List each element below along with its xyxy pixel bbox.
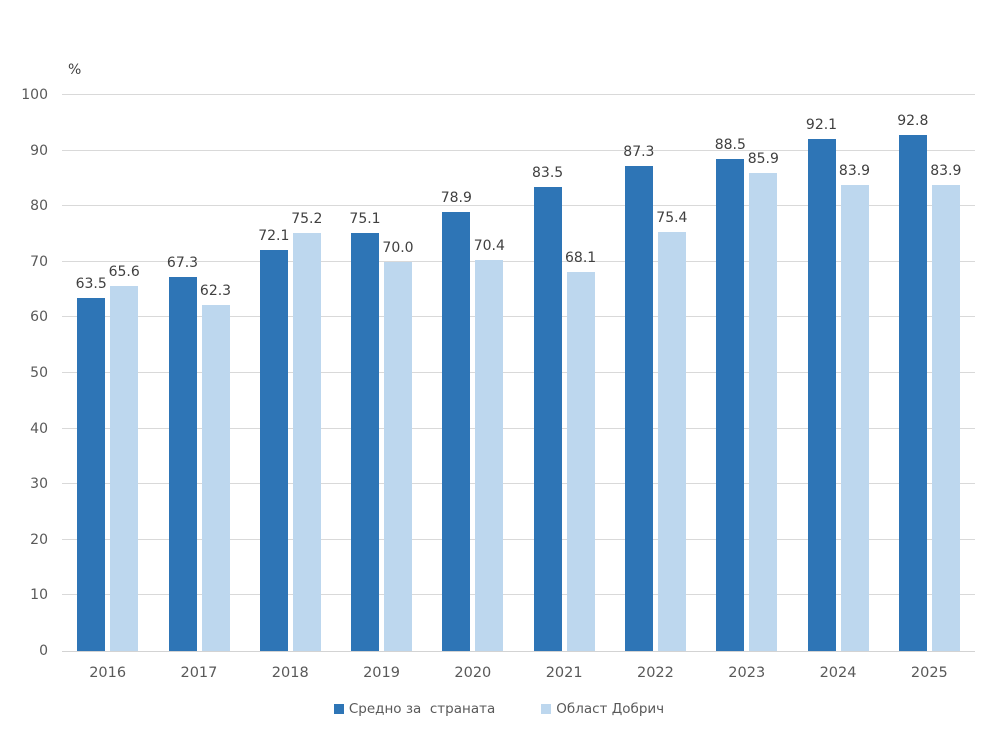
y-axis-tick-label: 60	[30, 309, 48, 326]
y-axis-tick-label: 100	[21, 87, 48, 103]
y-axis-tick-label: 80	[30, 198, 48, 215]
data-label-2022-series-1: 75.4	[656, 209, 688, 226]
data-label-2016-series-1: 65.6	[108, 264, 140, 281]
x-axis-tick-label: 2017	[180, 665, 218, 681]
bar-2023-series-0	[716, 158, 745, 651]
bar-2020-series-1	[475, 259, 504, 651]
y-axis-tick-label: 90	[30, 142, 48, 159]
bar-2023-series-1	[749, 173, 778, 651]
bar-2016-series-0	[77, 297, 106, 651]
gridline	[62, 94, 975, 95]
gridline	[62, 427, 975, 429]
data-label-2024-series-1: 83.9	[838, 162, 871, 179]
legend-swatch-light-blue	[541, 704, 552, 714]
gridline	[62, 372, 975, 373]
x-axis-tick-label: 2021	[545, 665, 583, 681]
bar-2019-series-1	[384, 261, 412, 651]
x-axis-tick-label: 2023	[728, 665, 766, 681]
gridline	[62, 538, 975, 540]
bar-2019-series-0	[351, 233, 379, 651]
data-label-2022-series-0: 87.3	[623, 143, 655, 160]
x-axis-tick-label: 2020	[454, 665, 492, 681]
y-axis-unit-label: %	[68, 62, 82, 78]
x-axis-tick-label: 2019	[363, 665, 400, 681]
bar-2022-series-1	[657, 231, 686, 651]
bar-2024-series-0	[807, 138, 836, 651]
chart-legend: Средно за страната Област Добрич	[0, 701, 998, 717]
gridline	[62, 594, 975, 596]
bar-2018-series-0	[259, 250, 288, 651]
gridline	[62, 316, 975, 318]
data-label-2017-series-1: 62.3	[199, 282, 232, 299]
gridline	[62, 260, 975, 262]
gridline	[62, 483, 975, 485]
data-label-2021-series-0: 83.5	[532, 164, 564, 181]
bar-2025-series-1	[931, 184, 960, 651]
data-label-2017-series-0: 67.3	[166, 254, 199, 271]
data-label-2019-series-0: 75.1	[349, 211, 381, 228]
data-label-2020-series-0: 78.9	[440, 190, 472, 207]
data-label-2018-series-1: 75.2	[291, 210, 323, 227]
y-axis-tick-label: 40	[30, 420, 48, 437]
x-axis-tick-label: 2024	[819, 665, 857, 681]
bar-2021-series-1	[566, 272, 595, 651]
gridline	[62, 149, 975, 151]
data-label-2016-series-0: 63.5	[75, 275, 107, 292]
x-axis-tick-label: 2025	[910, 665, 948, 681]
x-axis-line	[62, 651, 975, 652]
bar-2025-series-0	[898, 135, 927, 651]
x-axis-tick-label: 2022	[636, 665, 674, 681]
y-axis-tick-label: 70	[30, 253, 48, 270]
y-axis-tick-label: 0	[39, 643, 48, 659]
data-label-2025-series-1: 83.9	[930, 162, 962, 179]
y-axis-tick-label: 50	[30, 365, 48, 381]
y-axis-tick-label: 20	[30, 531, 48, 548]
data-label-2023-series-0: 88.5	[714, 136, 746, 153]
bar-2022-series-0	[624, 165, 653, 651]
data-label-2020-series-1: 70.4	[473, 237, 505, 254]
legend-item-country-average: Средно за страната	[333, 701, 496, 717]
data-label-2021-series-1: 68.1	[565, 250, 597, 267]
bar-2021-series-0	[533, 186, 562, 651]
data-label-2025-series-0: 92.8	[897, 113, 929, 129]
y-axis-tick-label: 10	[30, 587, 48, 604]
bar-2016-series-1	[110, 286, 139, 651]
data-label-2019-series-1: 70.0	[382, 239, 414, 256]
data-label-2023-series-1: 85.9	[747, 151, 779, 168]
gridline	[62, 205, 975, 207]
legend-label-country-average: Средно за страната	[348, 701, 496, 717]
data-label-2018-series-0: 72.1	[258, 228, 290, 245]
legend-label-oblast-dobrich: Област Добрич	[556, 701, 665, 717]
x-axis-tick-label: 2016	[89, 665, 127, 681]
bar-2017-series-1	[201, 304, 230, 651]
bar-2024-series-1	[840, 184, 869, 651]
legend-swatch-dark-blue	[333, 704, 344, 714]
bar-2018-series-1	[292, 232, 321, 651]
legend-item-oblast-dobrich: Област Добрич	[541, 701, 664, 717]
data-label-2024-series-0: 92.1	[805, 116, 838, 133]
x-axis-tick-label: 2018	[271, 665, 309, 681]
bar-2020-series-0	[442, 212, 471, 651]
bar-2017-series-0	[168, 276, 197, 651]
y-axis-tick-label: 30	[30, 476, 48, 493]
